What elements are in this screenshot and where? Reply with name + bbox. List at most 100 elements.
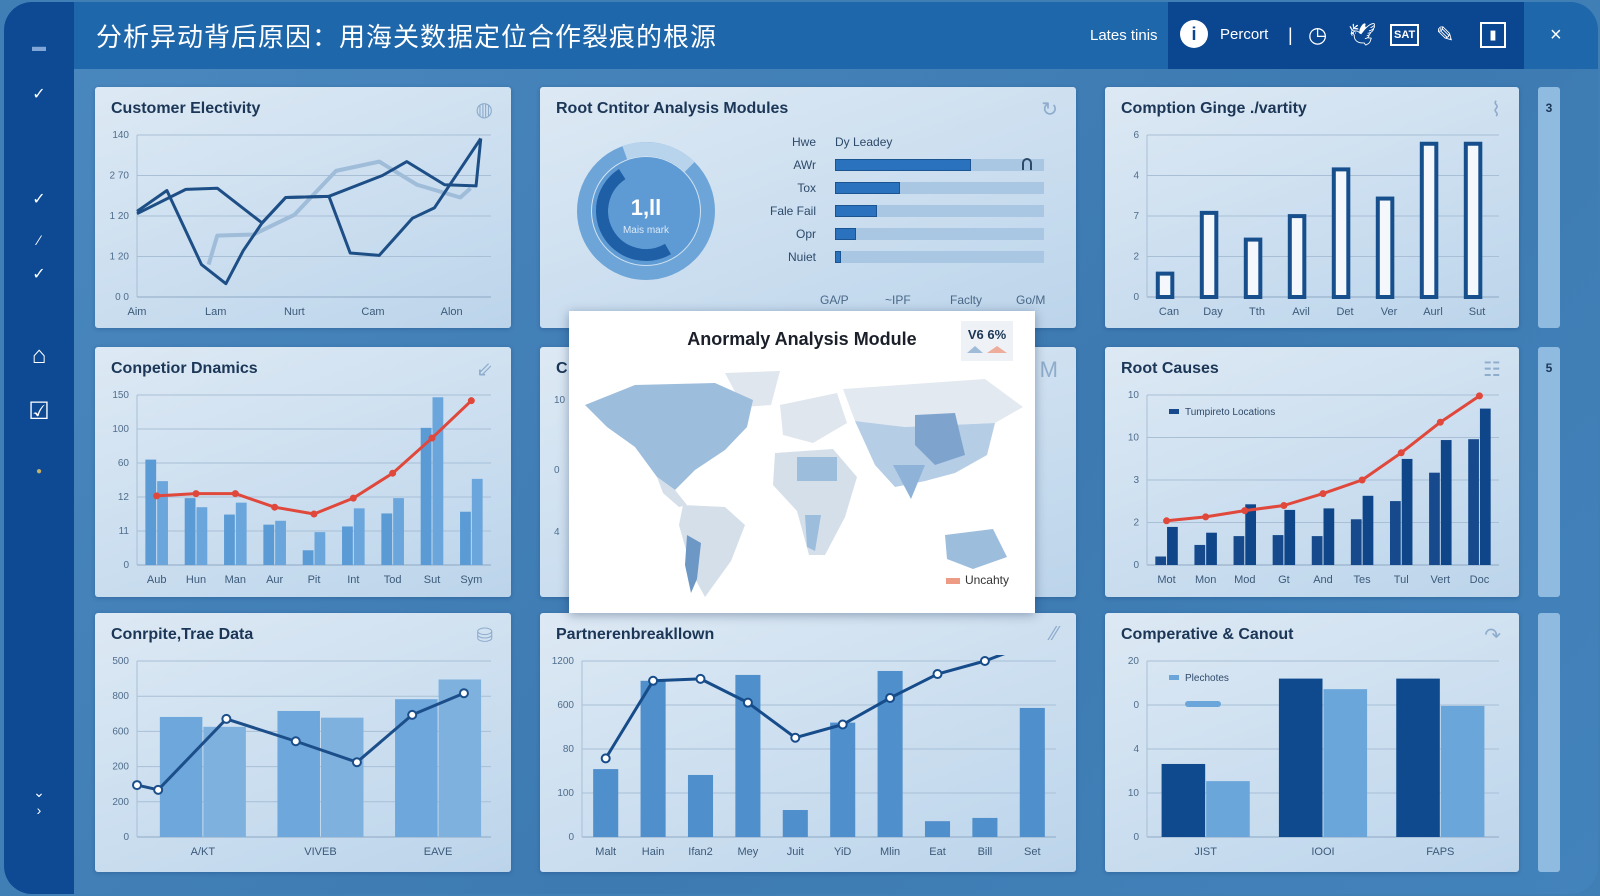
data-point[interactable] [153, 492, 161, 500]
data-point[interactable] [407, 709, 418, 720]
bar[interactable] [320, 717, 364, 837]
bar[interactable] [157, 481, 168, 565]
data-point[interactable] [1358, 476, 1366, 484]
percort-button[interactable]: Percort [1220, 26, 1269, 43]
bar[interactable] [235, 502, 247, 565]
globe-icon[interactable]: ◍ [475, 99, 493, 121]
data-point[interactable] [221, 713, 232, 724]
data-point[interactable] [1163, 517, 1171, 525]
bar[interactable] [830, 722, 856, 837]
trend-down-icon[interactable]: ⇙ [476, 359, 493, 381]
data-point[interactable] [153, 784, 164, 795]
bar[interactable] [1194, 544, 1206, 565]
arrow-curve-icon[interactable]: ↷ [1484, 625, 1501, 647]
bar[interactable] [1243, 237, 1263, 299]
bar[interactable] [1206, 532, 1217, 565]
data-point[interactable] [271, 503, 279, 511]
bar[interactable] [1331, 167, 1351, 299]
data-point[interactable] [467, 397, 475, 405]
bar[interactable] [145, 459, 157, 565]
close-icon[interactable]: × [1550, 24, 1562, 46]
bar[interactable] [342, 526, 353, 565]
bar[interactable] [1440, 440, 1452, 565]
latest-link[interactable]: Lates tinis [1090, 27, 1158, 44]
database-icon[interactable]: ⛁ [476, 625, 493, 647]
data-point[interactable] [1202, 513, 1210, 521]
bar[interactable] [1323, 508, 1335, 565]
chart-check-icon[interactable]: ☑ [28, 398, 50, 425]
data-point[interactable] [192, 490, 200, 498]
bar[interactable] [1389, 501, 1401, 565]
bar[interactable] [184, 498, 196, 565]
bar[interactable] [1311, 536, 1323, 565]
bar[interactable] [314, 532, 326, 565]
bar[interactable] [1440, 705, 1485, 837]
bar[interactable] [393, 498, 404, 565]
data-point[interactable] [648, 675, 659, 686]
bar[interactable] [1479, 408, 1491, 565]
bar[interactable] [1362, 495, 1374, 565]
data-point[interactable] [132, 780, 142, 791]
bar[interactable] [1167, 526, 1178, 565]
bar[interactable] [1245, 504, 1257, 565]
bar[interactable] [1019, 707, 1045, 837]
bar[interactable] [471, 478, 483, 565]
data-point[interactable] [979, 656, 990, 666]
side-panel-tab[interactable] [1538, 613, 1560, 872]
bar[interactable] [1155, 556, 1167, 566]
bar[interactable] [1272, 535, 1284, 565]
bar[interactable] [1233, 536, 1245, 565]
data-point[interactable] [1475, 392, 1483, 400]
data-point[interactable] [600, 753, 611, 764]
bar[interactable] [1206, 781, 1250, 837]
bar[interactable] [1429, 472, 1440, 565]
data-point[interactable] [885, 692, 896, 703]
bar[interactable] [460, 511, 471, 565]
bar[interactable] [1199, 210, 1219, 299]
data-point[interactable] [695, 673, 706, 684]
checklist-icon[interactable]: ☷ [1483, 359, 1501, 381]
bar[interactable] [381, 513, 393, 565]
bar[interactable] [687, 774, 714, 837]
refresh-icon[interactable]: ↻ [1041, 99, 1058, 121]
bar[interactable] [1278, 678, 1323, 837]
bar[interactable] [1375, 196, 1395, 299]
chart-line-icon[interactable]: ⁄⁄ [1051, 623, 1058, 645]
bar[interactable] [1396, 678, 1440, 837]
chart-box-icon[interactable]: ▮ [1480, 22, 1506, 48]
bar[interactable] [196, 507, 208, 565]
data-point[interactable] [290, 736, 301, 747]
bar[interactable] [432, 397, 444, 565]
bar[interactable] [263, 524, 275, 565]
bar[interactable] [353, 508, 365, 565]
twitter-icon[interactable]: 🕊 [1348, 22, 1376, 47]
world-map[interactable] [575, 365, 1025, 605]
document-edit-icon[interactable]: ✎ [1436, 22, 1455, 47]
data-point[interactable] [428, 434, 436, 442]
bar[interactable] [224, 514, 235, 565]
bar[interactable] [1323, 689, 1368, 837]
data-point[interactable] [1397, 449, 1405, 457]
chevron-down-icon[interactable]: › [36, 802, 42, 818]
check-icon[interactable]: ✓ [32, 266, 46, 283]
bar[interactable] [159, 716, 203, 837]
chart-tool-icon[interactable]: ⌇ [1491, 99, 1501, 121]
bar[interactable] [782, 810, 808, 837]
data-point[interactable] [932, 669, 943, 680]
data-point[interactable] [1436, 418, 1444, 426]
data-point[interactable] [1280, 502, 1288, 509]
bar[interactable] [924, 821, 951, 837]
bar[interactable] [1161, 763, 1206, 837]
data-point[interactable] [1241, 507, 1249, 515]
bar[interactable] [1419, 141, 1439, 299]
chevron-down-icon[interactable]: ⌄ [33, 784, 45, 800]
bar[interactable] [1468, 439, 1479, 565]
bar[interactable] [275, 520, 286, 565]
bar[interactable] [1155, 271, 1175, 299]
sat-icon[interactable]: SAT [1390, 24, 1420, 46]
data-point[interactable] [790, 732, 801, 743]
side-panel-tab[interactable]: 3 [1538, 87, 1560, 328]
data-point[interactable] [351, 757, 362, 768]
bar[interactable] [395, 699, 438, 837]
bar[interactable] [640, 680, 666, 837]
